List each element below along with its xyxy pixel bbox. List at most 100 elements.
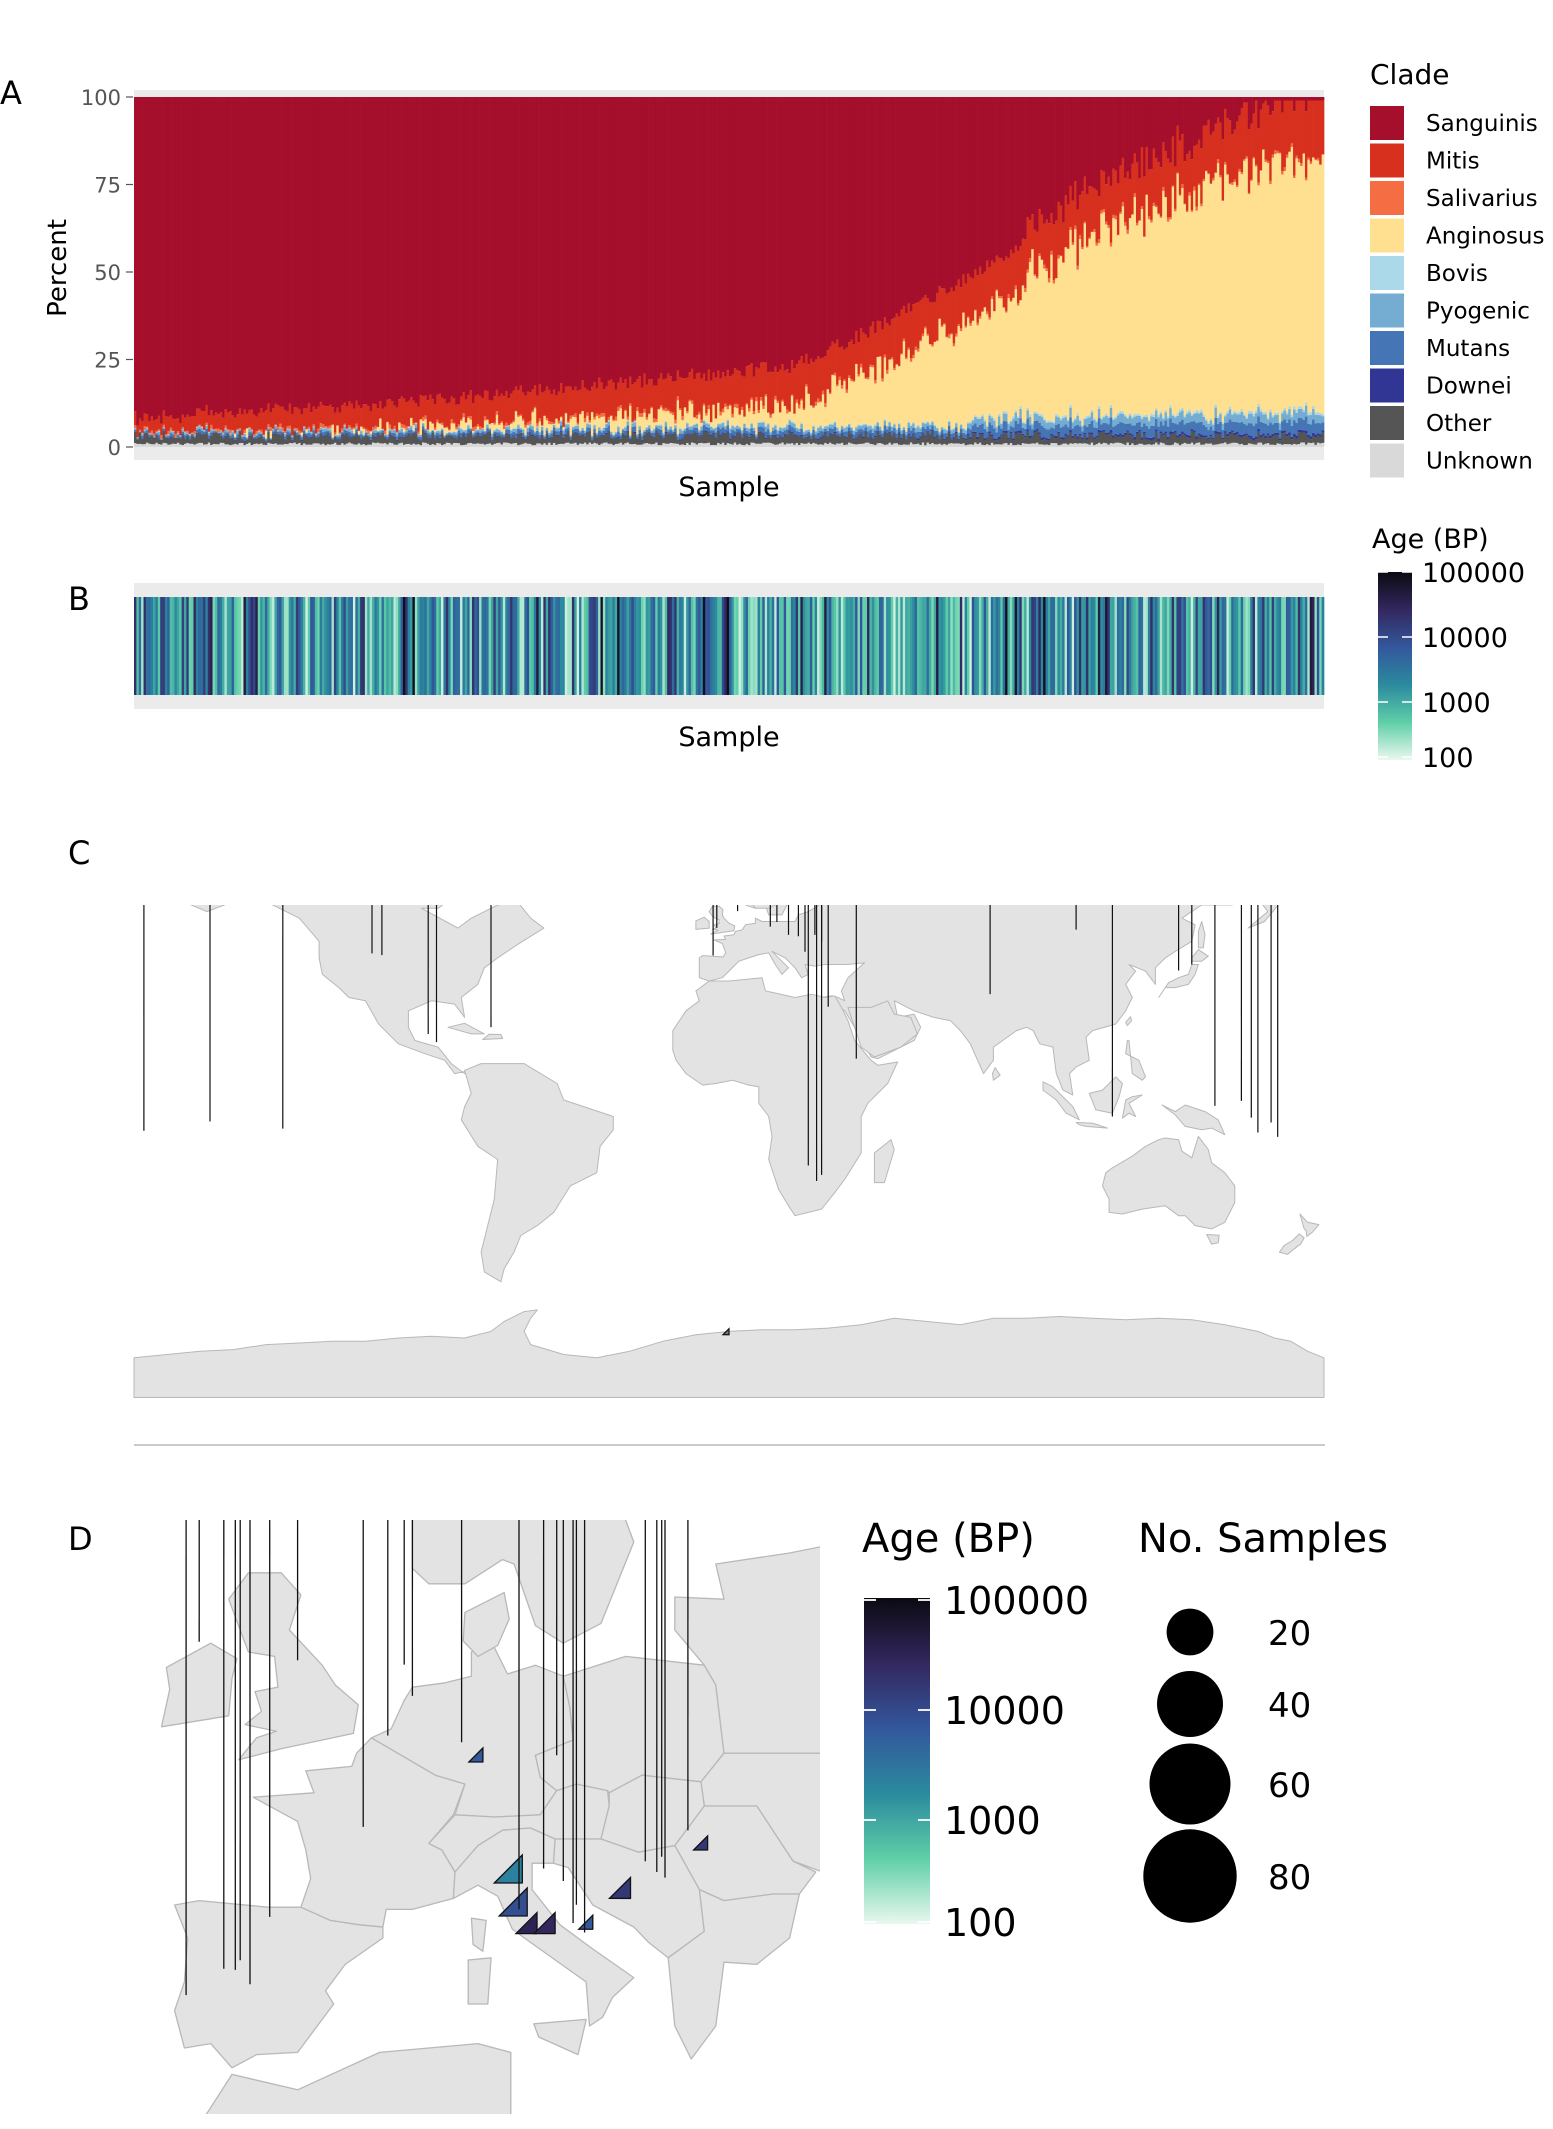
bar-segment-mutans <box>1152 425 1156 438</box>
bar-segment-downei <box>1147 437 1151 440</box>
bar-segment-downei <box>652 436 656 438</box>
bar-segment-salivarius <box>533 406 537 409</box>
bar-segment-mutans <box>348 431 351 437</box>
bar-segment-anginosus <box>800 400 804 423</box>
bar-segment-unknown <box>1264 443 1268 447</box>
bar-segment-unknown <box>588 442 592 447</box>
bar-segment-other <box>276 433 280 445</box>
bar-segment-other <box>1088 434 1092 445</box>
bar-segment-downei <box>619 438 623 439</box>
bar-segment-unknown <box>176 442 180 447</box>
bar-segment-mitis <box>388 399 392 425</box>
bar-segment-pyogenic <box>1102 417 1106 423</box>
bar-segment-salivarius <box>945 336 949 338</box>
bar-segment-unknown <box>521 443 525 447</box>
bar-segment-mitis <box>657 378 661 409</box>
bar-segment-mitis <box>852 344 856 381</box>
bar-segment-salivarius <box>455 427 459 430</box>
bar-segment-mutans <box>1266 425 1270 434</box>
bar-segment-pyogenic <box>588 424 592 428</box>
bar-segment-downei <box>726 431 730 433</box>
bar-segment-pyogenic <box>659 425 663 430</box>
bar-segment-mutans <box>1257 416 1261 429</box>
bar-segment-sanguinis <box>238 97 242 409</box>
bar-segment-bovis <box>650 430 654 432</box>
bar-segment-bovis <box>950 429 954 431</box>
bar-segment-downei <box>702 430 706 432</box>
bar-segment-unknown <box>1109 443 1113 447</box>
bar-segment-unknown <box>717 442 720 447</box>
bar-segment-downei <box>224 435 228 437</box>
bar-segment-bovis <box>817 426 820 429</box>
bar-segment-unknown <box>245 443 249 447</box>
bar-segment-anginosus <box>1271 157 1275 416</box>
bar-segment-pyogenic <box>843 428 846 432</box>
bar-segment-mitis <box>698 372 701 412</box>
bar-segment-sanguinis <box>776 97 780 373</box>
bar-segment-unknown <box>153 444 156 447</box>
bar-segment-sanguinis <box>598 97 601 378</box>
bar-segment-sanguinis <box>305 97 309 408</box>
bar-segment-anginosus <box>450 423 454 433</box>
legend-label-anginosus: Anginosus <box>1426 224 1545 250</box>
bar-segment-downei <box>429 437 432 438</box>
bar-segment-downei <box>700 435 704 437</box>
bar-segment-mutans <box>569 437 573 440</box>
bar-segment-mutans <box>1045 429 1049 439</box>
bar-segment-downei <box>812 434 816 436</box>
age-cell <box>243 597 247 695</box>
bar-segment-pyogenic <box>905 431 908 436</box>
bar-segment-sanguinis <box>364 97 368 405</box>
bar-segment-bovis <box>1145 414 1149 418</box>
bar-segment-salivarius <box>1274 150 1277 155</box>
bar-segment-bovis <box>1188 409 1192 413</box>
bar-segment-mitis <box>1036 231 1039 277</box>
bar-segment-mitis <box>486 390 489 420</box>
bar-segment-unknown <box>286 444 290 447</box>
bar-segment-other <box>919 437 923 445</box>
bar-segment-sanguinis <box>1312 97 1315 101</box>
bar-segment-mutans <box>864 427 868 432</box>
bar-segment-salivarius <box>550 421 554 425</box>
bar-segment-mitis <box>253 414 256 435</box>
bar-segment-bovis <box>843 427 846 429</box>
bar-segment-salivarius <box>153 433 156 437</box>
bar-segment-mutans <box>231 434 235 438</box>
bar-segment-pyogenic <box>581 428 585 431</box>
bar-segment-pyogenic <box>1107 417 1111 425</box>
bar-segment-unknown <box>203 444 206 447</box>
bar-segment-bovis <box>429 431 432 433</box>
bar-segment-salivarius <box>869 364 873 367</box>
bar-segment-unknown <box>205 444 209 447</box>
bar-segment-sanguinis <box>1259 97 1263 110</box>
bar-segment-other <box>193 438 197 445</box>
bar-segment-anginosus <box>1243 160 1246 414</box>
bar-segment-salivarius <box>1109 242 1113 247</box>
bar-segment-pyogenic <box>988 415 992 423</box>
bar-segment-bovis <box>1235 412 1239 415</box>
bar-segment-unknown <box>395 444 399 447</box>
bar-segment-bovis <box>374 428 378 430</box>
bar-segment-anginosus <box>624 410 628 427</box>
bar-segment-anginosus <box>538 421 542 432</box>
bar-segment-anginosus <box>993 311 996 419</box>
bar-segment-other <box>217 433 221 445</box>
bar-segment-mutans <box>169 433 173 436</box>
bar-segment-mutans <box>809 435 813 439</box>
bar-segment-salivarius <box>1059 255 1063 257</box>
bar-segment-unknown <box>876 443 880 447</box>
bar-segment-sanguinis <box>150 97 154 417</box>
bar-segment-other <box>826 437 830 444</box>
bar-segment-sanguinis <box>812 97 816 363</box>
bar-segment-mitis <box>569 386 573 416</box>
bar-segment-unknown <box>448 442 451 447</box>
bar-segment-mitis <box>188 416 192 434</box>
bar-segment-mutans <box>693 427 697 432</box>
bar-segment-mutans <box>207 435 211 439</box>
bar-segment-mutans <box>224 432 228 436</box>
bar-segment-mutans <box>1047 429 1051 439</box>
bar-segment-salivarius <box>229 429 232 434</box>
bar-segment-other <box>1155 431 1158 443</box>
bar-segment-sanguinis <box>198 97 201 409</box>
bar-segment-anginosus <box>621 418 625 429</box>
